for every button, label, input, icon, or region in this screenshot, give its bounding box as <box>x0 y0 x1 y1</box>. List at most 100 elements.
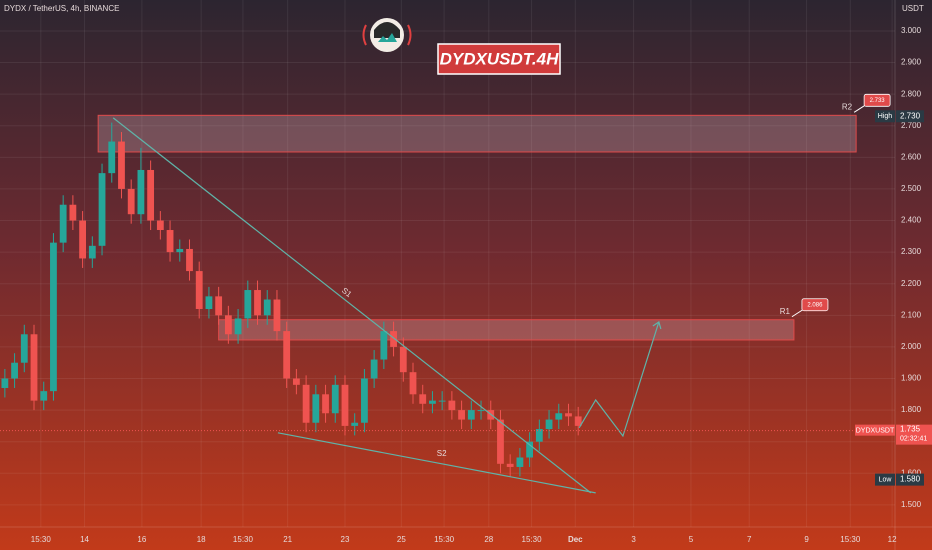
candle-body <box>526 441 534 458</box>
candle-body <box>438 400 446 402</box>
x-tick-label: 3 <box>631 535 636 544</box>
x-tick-label: 9 <box>804 535 809 544</box>
candle-body <box>292 378 300 385</box>
price-badge <box>896 473 924 486</box>
zone-value: 2.086 <box>807 302 823 308</box>
x-tick-label: 21 <box>283 535 292 544</box>
y-tick-label: 2.300 <box>901 247 922 256</box>
projection-path <box>578 321 660 438</box>
candle-body <box>555 413 563 420</box>
candle-body <box>11 362 18 379</box>
candle-body <box>565 413 572 417</box>
candle-body <box>448 400 456 411</box>
candle-body <box>574 416 582 426</box>
candle-body <box>497 419 504 464</box>
countdown: 02:32:41 <box>900 435 927 442</box>
candle-body <box>535 429 543 442</box>
price-value: 1.580 <box>900 475 921 484</box>
x-tick-label: 5 <box>689 535 694 544</box>
candle-body <box>98 173 106 246</box>
zone <box>218 319 795 341</box>
x-tick-label: 28 <box>484 535 493 544</box>
candle-body <box>59 204 67 243</box>
candle-body <box>361 378 368 423</box>
candle-body <box>1 378 9 388</box>
x-tick-label: 7 <box>747 535 752 544</box>
candle-body <box>79 220 87 259</box>
candle-body <box>409 372 417 395</box>
x-tick-label: 14 <box>80 535 89 544</box>
x-tick-label: Dec <box>568 535 583 544</box>
zone-badge <box>863 93 891 107</box>
candle-body <box>186 248 193 272</box>
candle-body <box>30 334 38 401</box>
candle-body <box>312 394 320 423</box>
candle-body <box>380 331 388 360</box>
candle-body <box>322 394 329 414</box>
candle-body <box>224 315 232 335</box>
candle-body <box>370 359 378 379</box>
candle-body <box>234 318 242 335</box>
zone <box>97 114 857 153</box>
x-tick-label: 18 <box>197 535 206 544</box>
candle-body <box>156 220 164 231</box>
candle-body <box>302 384 310 423</box>
candle-body <box>477 410 485 412</box>
candle-body <box>254 290 261 316</box>
price-badge <box>875 110 895 123</box>
x-tick-label: 12 <box>888 535 897 544</box>
candle-body <box>467 410 475 420</box>
candle-body <box>545 419 553 430</box>
title-box <box>437 43 561 75</box>
candle-body <box>419 394 427 404</box>
candle-body <box>176 248 184 253</box>
x-tick-label: 15:30 <box>840 535 861 544</box>
y-tick-label: 2.600 <box>901 152 922 161</box>
candle-body <box>341 384 349 426</box>
projection-arrow <box>652 320 662 330</box>
chart-header: DYDX / TetherUS, 4h, BINANCE <box>4 4 119 13</box>
candle-body <box>263 299 271 316</box>
candle-body <box>399 346 407 373</box>
x-tick-label: 15:30 <box>522 535 543 544</box>
candle-body <box>351 422 359 426</box>
x-tick-label: 15:30 <box>31 535 52 544</box>
candle-body <box>195 271 203 309</box>
price-badge <box>855 424 895 436</box>
price-value: 1.735 <box>900 425 921 434</box>
candle-body <box>283 331 291 379</box>
trendline-label: S2 <box>437 449 447 458</box>
candle-body <box>331 384 339 414</box>
candle-body <box>506 463 514 467</box>
y-tick-label: 2.100 <box>901 310 922 319</box>
price-name: Low <box>879 476 893 483</box>
x-tick-label: 25 <box>397 535 406 544</box>
price-badge <box>896 424 932 445</box>
price-value: 2.730 <box>900 111 921 120</box>
candle-body <box>147 169 155 221</box>
price-name: High <box>878 113 893 120</box>
zone-label: R2 <box>842 102 853 111</box>
candle-body <box>20 334 28 363</box>
candle-body <box>50 242 57 392</box>
x-tick-label: 15:30 <box>434 535 455 544</box>
trendline <box>112 117 592 494</box>
candle-body <box>137 169 145 215</box>
candle-body <box>118 141 125 189</box>
x-tick-label: 15:30 <box>233 535 254 544</box>
zone-label: R1 <box>780 307 791 316</box>
y-tick-label: 2.500 <box>901 184 922 193</box>
candle-body <box>429 400 436 404</box>
y-tick-label: 2.800 <box>901 89 922 98</box>
candle-body <box>88 245 96 259</box>
price-badge <box>875 473 895 486</box>
candle-body <box>458 410 465 420</box>
price-badge <box>896 110 924 123</box>
price-name: DYDXUSDT <box>856 427 895 434</box>
candle-body <box>166 230 174 253</box>
y-tick-label: 2.000 <box>901 342 922 351</box>
y-tick-label: 2.400 <box>901 216 922 225</box>
candle-body <box>244 290 252 319</box>
